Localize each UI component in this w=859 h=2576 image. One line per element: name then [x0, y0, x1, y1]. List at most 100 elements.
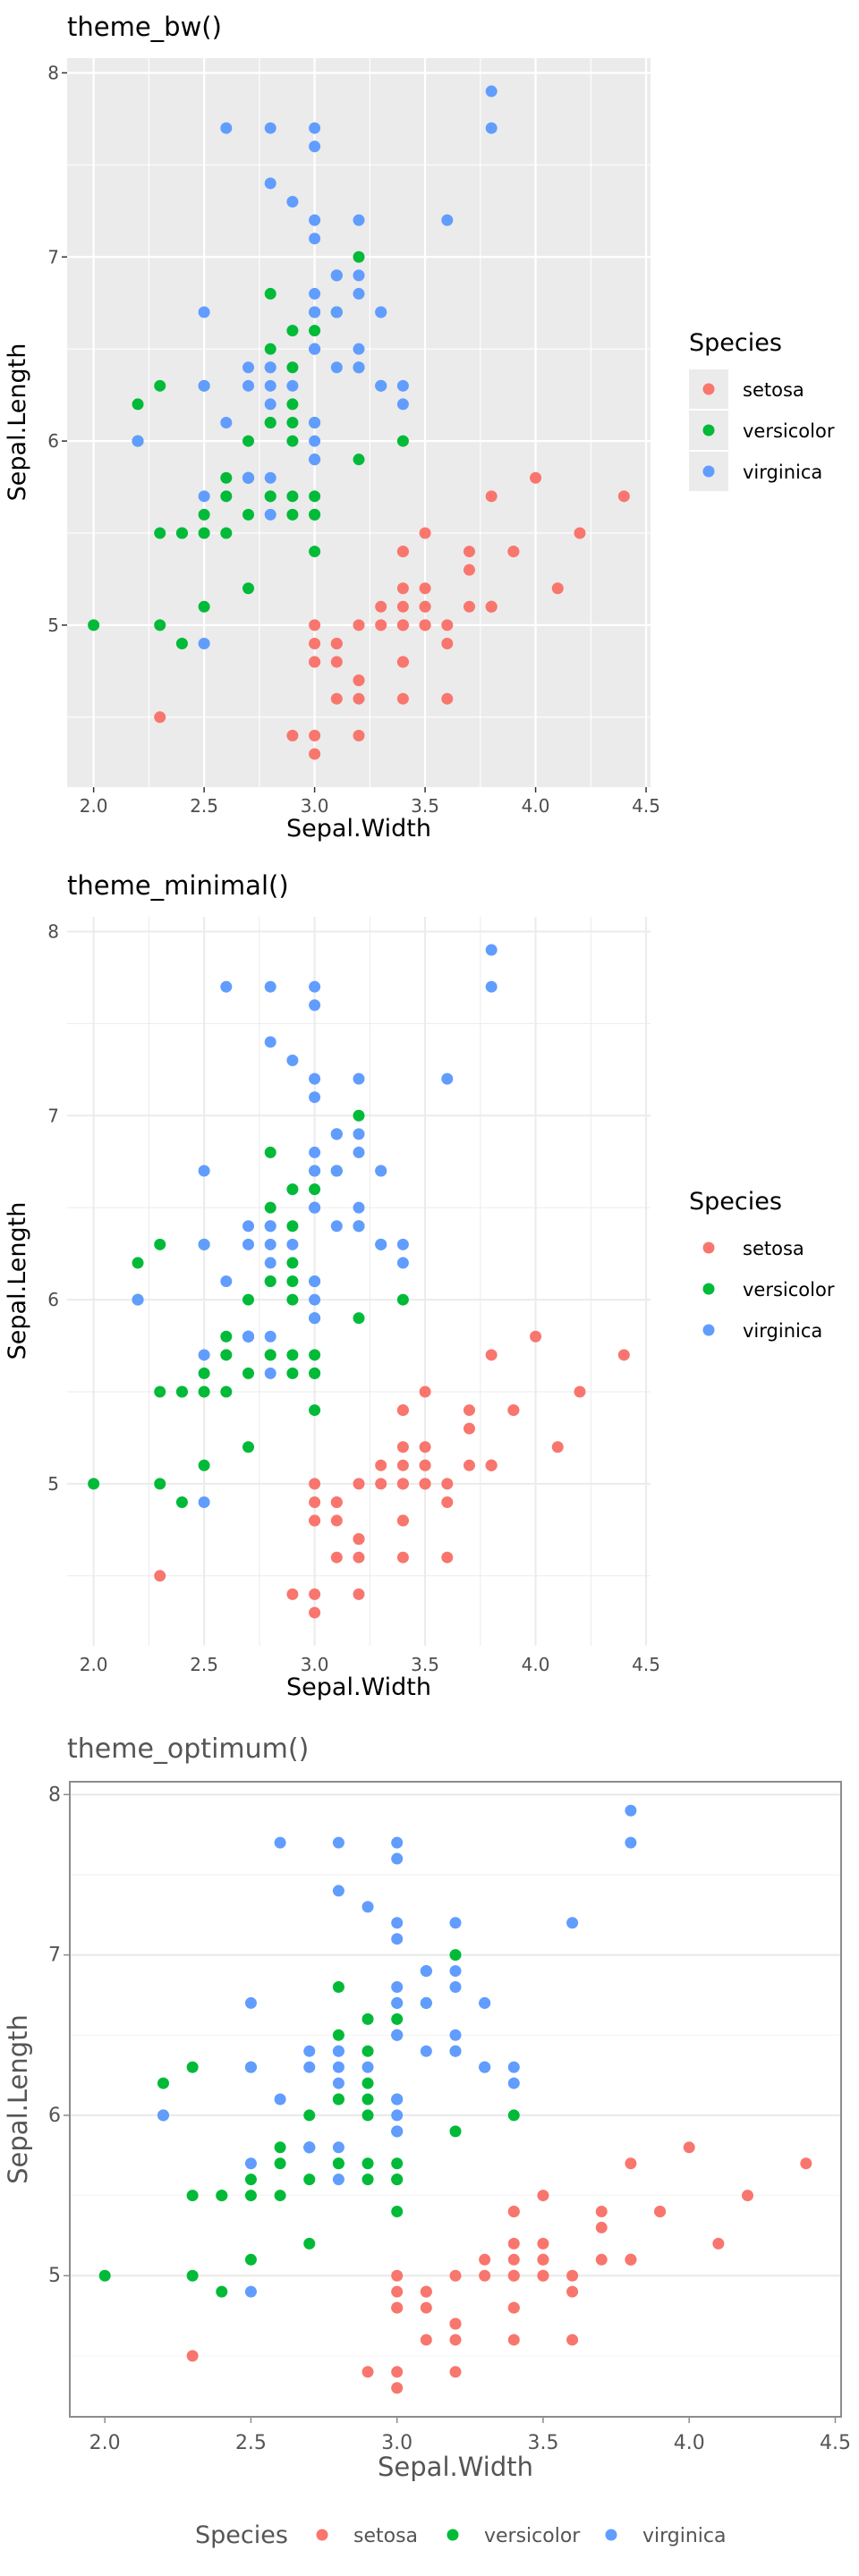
data-point-setosa	[625, 2157, 637, 2170]
data-point-setosa	[375, 1478, 387, 1490]
y-tick-label: 8	[47, 62, 59, 83]
x-axis-label: Sepal.Width	[286, 1674, 431, 1701]
data-point-virginica	[286, 1238, 299, 1250]
data-point-setosa	[420, 2301, 432, 2314]
data-point-setosa	[419, 1385, 431, 1398]
data-point-versicolor	[242, 1367, 255, 1379]
data-point-setosa	[441, 637, 454, 649]
data-point-virginica	[332, 2061, 344, 2073]
data-point-versicolor	[154, 1478, 166, 1490]
data-point-setosa	[375, 1459, 387, 1471]
data-point-virginica	[375, 1165, 387, 1177]
data-point-virginica	[485, 122, 498, 134]
data-point-setosa	[537, 2190, 549, 2202]
data-point-versicolor	[154, 619, 166, 631]
data-point-virginica	[264, 177, 276, 190]
data-point-virginica	[309, 343, 321, 355]
data-point-virginica	[330, 1165, 343, 1177]
data-point-versicolor	[449, 1949, 462, 1962]
data-point-virginica	[396, 398, 409, 411]
data-point-versicolor	[88, 619, 100, 631]
legend-key-virginica	[702, 465, 715, 478]
data-point-virginica	[361, 1901, 374, 1913]
data-point-virginica	[274, 1836, 286, 1849]
data-point-virginica	[198, 1496, 210, 1508]
legend-key-virginica	[605, 2529, 617, 2541]
data-point-virginica	[132, 435, 144, 447]
data-point-setosa	[485, 1459, 498, 1471]
data-point-versicolor	[286, 1220, 299, 1233]
data-point-setosa	[485, 1349, 498, 1361]
data-point-setosa	[309, 656, 321, 668]
data-point-virginica	[353, 214, 365, 226]
data-point-virginica	[309, 1146, 321, 1158]
data-point-setosa	[625, 2253, 637, 2266]
data-point-versicolor	[154, 1385, 166, 1398]
data-point-setosa	[420, 2334, 432, 2346]
data-point-setosa	[353, 692, 365, 705]
data-point-setosa	[441, 692, 454, 705]
data-point-setosa	[530, 471, 542, 484]
data-point-setosa	[507, 2269, 520, 2282]
data-point-virginica	[449, 2029, 462, 2041]
data-point-versicolor	[198, 508, 210, 521]
data-point-setosa	[595, 2221, 608, 2233]
data-point-virginica	[264, 1220, 276, 1233]
data-point-versicolor	[303, 2109, 316, 2122]
data-point-setosa	[309, 1606, 321, 1619]
data-point-setosa	[507, 2237, 520, 2250]
data-point-virginica	[420, 1996, 432, 2009]
x-tick-label: 4.0	[522, 795, 550, 817]
legend-label-versicolor: versicolor	[743, 1279, 835, 1301]
data-point-virginica	[220, 1275, 233, 1287]
data-point-versicolor	[132, 398, 144, 411]
data-point-virginica	[309, 1201, 321, 1214]
data-point-setosa	[330, 656, 343, 668]
data-point-setosa	[530, 1330, 542, 1343]
data-point-virginica	[479, 1996, 491, 2009]
plot-panel-3: theme_optimum() 2.0 2.5 3.0 3.5 4.0 4.5 5 6 7 8 Sep…	[3, 1733, 851, 2549]
data-point-setosa	[463, 1459, 475, 1471]
data-point-virginica	[264, 508, 276, 521]
data-point-versicolor	[286, 398, 299, 411]
data-point-versicolor	[274, 2141, 286, 2154]
data-point-virginica	[353, 1201, 365, 1214]
legend-label-virginica: virginica	[743, 1320, 822, 1342]
data-point-virginica	[485, 980, 498, 993]
data-point-versicolor	[154, 379, 166, 392]
data-point-virginica	[220, 122, 233, 134]
data-point-setosa	[154, 711, 166, 724]
y-tick-label: 7	[47, 1105, 59, 1126]
data-point-setosa	[441, 1478, 454, 1490]
data-point-versicolor	[353, 1312, 365, 1325]
data-point-virginica	[375, 1238, 387, 1250]
data-point-virginica	[264, 398, 276, 411]
data-point-versicolor	[216, 2190, 228, 2202]
data-point-versicolor	[264, 1275, 276, 1287]
data-point-virginica	[485, 85, 498, 97]
data-point-setosa	[485, 600, 498, 613]
data-point-setosa	[330, 1514, 343, 1527]
data-point-virginica	[441, 214, 454, 226]
data-point-versicolor	[220, 1349, 233, 1361]
data-point-virginica	[309, 1293, 321, 1306]
x-tick-label: 3.0	[301, 1654, 329, 1675]
data-point-setosa	[463, 600, 475, 613]
data-point-setosa	[449, 2334, 462, 2346]
data-point-versicolor	[449, 2125, 462, 2138]
data-point-versicolor	[186, 2269, 199, 2282]
data-point-setosa	[595, 2253, 608, 2266]
data-point-virginica	[198, 637, 210, 649]
data-point-setosa	[463, 1404, 475, 1417]
data-point-versicolor	[220, 1330, 233, 1343]
panel-background	[67, 58, 651, 787]
data-point-virginica	[396, 379, 409, 392]
data-point-setosa	[507, 2206, 520, 2218]
data-point-virginica	[391, 2125, 404, 2138]
data-point-versicolor	[309, 1367, 321, 1379]
data-point-versicolor	[286, 435, 299, 447]
data-point-virginica	[391, 2093, 404, 2106]
data-point-setosa	[419, 582, 431, 595]
data-point-setosa	[507, 546, 520, 558]
